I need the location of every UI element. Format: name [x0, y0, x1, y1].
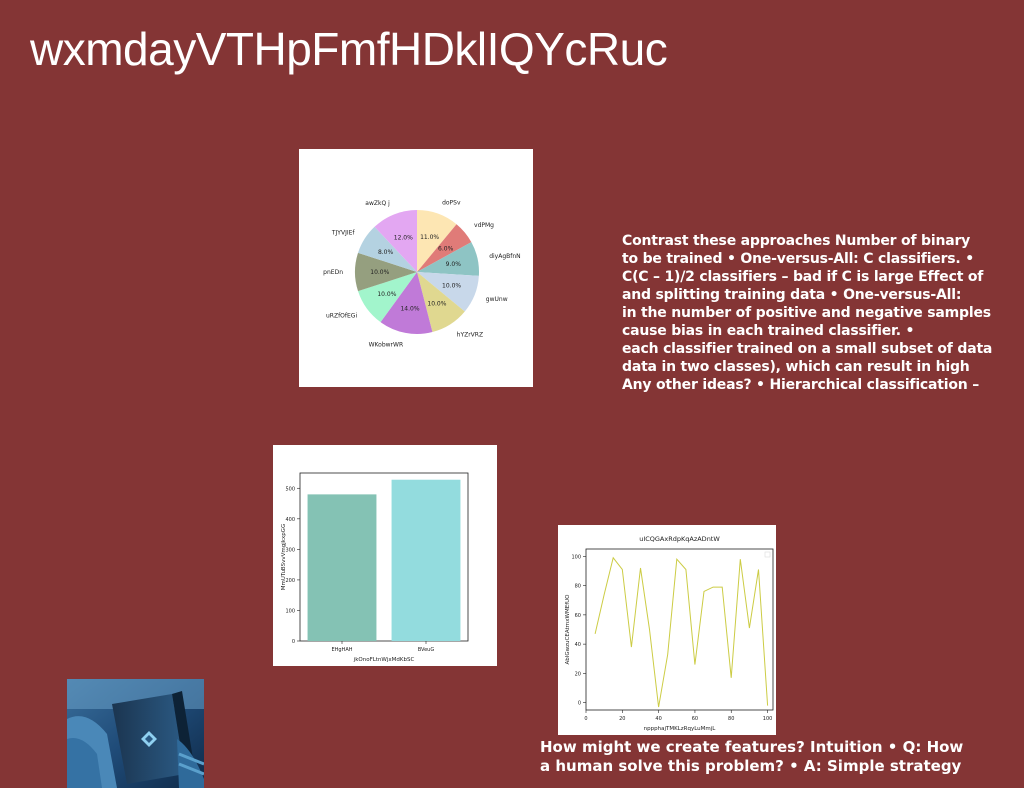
pie-slice — [380, 272, 433, 334]
body-line: Contrast these approaches Number of bina… — [622, 233, 971, 249]
y-tick-label: 500 — [285, 486, 295, 492]
pie-slice-label: doPSv — [442, 199, 461, 206]
x-tick-label: 60 — [692, 716, 698, 722]
pie-slice — [417, 210, 457, 272]
pie-pct-label: 10.0% — [442, 283, 461, 290]
pie-pct-label: 8.0% — [378, 249, 394, 256]
bottom-text: How might we create features? Intuition … — [540, 738, 963, 776]
y-tick-label: 100 — [571, 554, 581, 560]
pie-slice-label: diyAgBfnN — [489, 253, 520, 260]
plot-frame — [299, 472, 469, 642]
bar-chart: 0 100 200 300 400 500 EHgHAH BVeuGjkOnoFLtnWjxM… — [281, 472, 469, 663]
pie-pct-label: 10.0% — [370, 269, 389, 276]
pie-slice-label: awZkQ j — [365, 200, 390, 207]
chart-title: uICQGAxRdpKqAzADntW — [639, 535, 720, 543]
x-axis-label: jkOnoFLtnWjxMdKbSC — [353, 657, 415, 663]
slide-title: wxmdayVTHpFmfHDklIQYcRuc — [30, 23, 668, 75]
pie-slice — [355, 252, 417, 292]
body-line: to be trained • One-versus-All: C classi… — [622, 251, 974, 267]
y-tick-label: 60 — [575, 613, 581, 619]
body-line: each classifier trained on a small subse… — [622, 341, 993, 357]
x-tick-label: 100 — [763, 716, 773, 722]
x-tick-label: 0 — [584, 716, 587, 722]
pie-pct-label: 12.0% — [394, 234, 413, 241]
pie-pct-label: 10.0% — [377, 291, 396, 298]
line-chart-panel: uICQGAxRdpKqAzADntW 0 20 40 60 80 100 0 20 40 60 80… — [558, 525, 776, 735]
pie-slice-label: TJYVJIEf — [331, 229, 356, 236]
bar — [391, 479, 461, 641]
pie-pct-label: 11.0% — [420, 234, 439, 241]
x-tick-label: 20 — [619, 716, 625, 722]
pie-pct-label: 6.0% — [438, 245, 454, 252]
y-axis-label: MmUTuBSvvVmgjkxpGG — [281, 524, 287, 590]
x-tick-label: 80 — [728, 716, 734, 722]
y-tick-label: 100 — [285, 608, 295, 614]
y-tick-label: 0 — [292, 639, 295, 645]
legend-box — [764, 551, 771, 558]
series-line — [594, 556, 769, 708]
pie-slice — [358, 272, 417, 323]
x-tick-label: 40 — [655, 716, 661, 722]
y-axis-label: AbIGwzuCEAtrnxWMEfUO — [565, 594, 571, 665]
pie-slice-label: uRZfOfEGi — [326, 312, 357, 319]
pie-slice — [374, 210, 417, 272]
bar — [307, 494, 377, 641]
pie-slice-label: WKobwrWR — [369, 342, 404, 349]
bottom-line: How might we create features? Intuition … — [540, 738, 964, 756]
line-chart: uICQGAxRdpKqAzADntW 0 20 40 60 80 100 0 20 40 60 80… — [565, 535, 774, 732]
pie-slice-label: pnEDn — [323, 269, 343, 276]
pie-slice-label: vdPMg — [474, 222, 494, 229]
y-tick-label: 200 — [285, 578, 295, 584]
pie-slice-label: gwUnw — [486, 296, 508, 303]
bar-chart-panel: 0 100 200 300 400 500 EHgHAH BVeuG jkOnoFLtnWjxM… — [273, 445, 497, 666]
y-tick-label: 400 — [285, 517, 295, 523]
y-tick-label: 300 — [285, 547, 295, 553]
plot-frame — [585, 548, 774, 711]
bottom-line: a human solve this problem? • A: Simple … — [540, 757, 962, 775]
x-tick-label: BVeuG — [418, 647, 435, 653]
pie-pct-label: 10.0% — [427, 300, 446, 307]
body-line: Any other ideas? • Hierarchical classifi… — [622, 377, 980, 393]
body-line: C(C – 1)/2 classifiers – bad if C is lar… — [622, 269, 984, 285]
laptop-photo-image — [67, 679, 204, 788]
body-line: in the number of positive and negative s… — [622, 305, 991, 321]
pie-slice — [417, 272, 479, 312]
pie-slice — [417, 242, 479, 276]
y-tick-label: 0 — [578, 701, 581, 707]
y-tick-label: 80 — [575, 584, 581, 590]
pie-pct-label: 9.0% — [446, 261, 462, 268]
x-axis-label: nppphajTMKLzRqyLuMmjL — [644, 726, 717, 732]
pie-slice — [358, 226, 417, 272]
laptop-photo — [67, 679, 204, 788]
pie-pct-label: 14.0% — [400, 306, 419, 313]
pie-slice — [417, 224, 472, 272]
pie-chart: 11.0% doPSv 6.0% vdPMg 9.0% diyAgBfnN 10.0% gwU… — [323, 199, 521, 349]
pie-slice — [417, 272, 465, 333]
x-tick-label: EHgHAH — [331, 647, 352, 653]
pie-chart-panel: 11.0% doPSv 6.0% vdPMg 9.0% diyAgBfnN 10.0% gwU… — [299, 149, 533, 387]
pie-slice-label: hYZrVRZ — [457, 331, 483, 338]
y-tick-label: 40 — [575, 642, 581, 648]
body-line: data in two classes), which can result i… — [622, 359, 970, 375]
body-text: Contrast these approaches Number of bina… — [622, 232, 1022, 394]
body-line: cause bias in each trained classifier. • — [622, 323, 915, 339]
body-line: and splitting training data • One-versus… — [622, 287, 962, 303]
y-tick-label: 20 — [575, 671, 581, 677]
